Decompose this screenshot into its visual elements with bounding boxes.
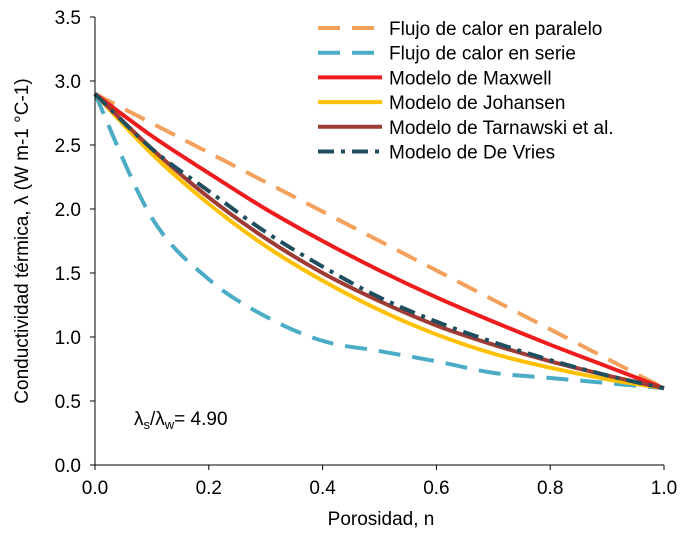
series-line-3 (93, 92, 665, 391)
x-tick-label: 0.8 (537, 478, 563, 499)
axes: 0.0 0.2 0.4 0.6 0.8 1.0 0.0 0.5 1.0 1.5 2.0 2.5 3.0 3… (55, 8, 678, 499)
x-tick-label: 0.2 (196, 478, 222, 499)
series-line-6 (93, 92, 665, 391)
annotation-sub2: w (164, 417, 175, 432)
y-tick-label: 1.0 (55, 328, 81, 349)
annotation-mid: /λ (150, 409, 165, 430)
legend-label-3: Modelo de Maxwell (389, 68, 552, 89)
y-tick-label: 0.0 (55, 456, 81, 477)
legend-label-2: Flujo de calor en serie (389, 44, 576, 65)
y-tick-label: 0.5 (55, 392, 81, 413)
legend-label-4: Modelo de Johansen (389, 93, 565, 114)
x-axis-label: Porosidad, n (328, 509, 435, 530)
legend-label-1: Flujo de calor en paralelo (389, 19, 602, 40)
x-tick-label: 1.0 (651, 478, 677, 499)
x-tick-label: 0.4 (309, 478, 336, 499)
x-tick-label: 0.0 (82, 478, 108, 499)
y-tick-label: 1.5 (55, 264, 81, 285)
x-tick-label: 0.6 (423, 478, 449, 499)
annotation-sub1: s (144, 417, 151, 432)
y-tick-label: 3.0 (55, 72, 81, 93)
plot-area (93, 92, 665, 391)
legend-label-6: Modelo de De Vries (389, 143, 555, 164)
series-line-4 (93, 92, 665, 391)
y-axis-label: Conductividad térmica, λ (W m-1 °C-1) (12, 78, 33, 403)
y-tick-label: 2.5 (55, 136, 81, 157)
legend: Flujo de calor en paralelo Flujo de calor… (318, 19, 614, 164)
annotation-suffix: = 4.90 (174, 409, 227, 430)
ratio-annotation: λs/λw= 4.90 (134, 409, 228, 432)
y-tick-label: 3.5 (55, 8, 81, 29)
annotation-prefix: λ (134, 409, 144, 430)
legend-label-5: Modelo de Tarnawski et al. (389, 118, 614, 139)
y-tick-label: 2.0 (55, 200, 81, 221)
series-line-2 (93, 92, 665, 391)
series-line-1 (94, 92, 665, 390)
